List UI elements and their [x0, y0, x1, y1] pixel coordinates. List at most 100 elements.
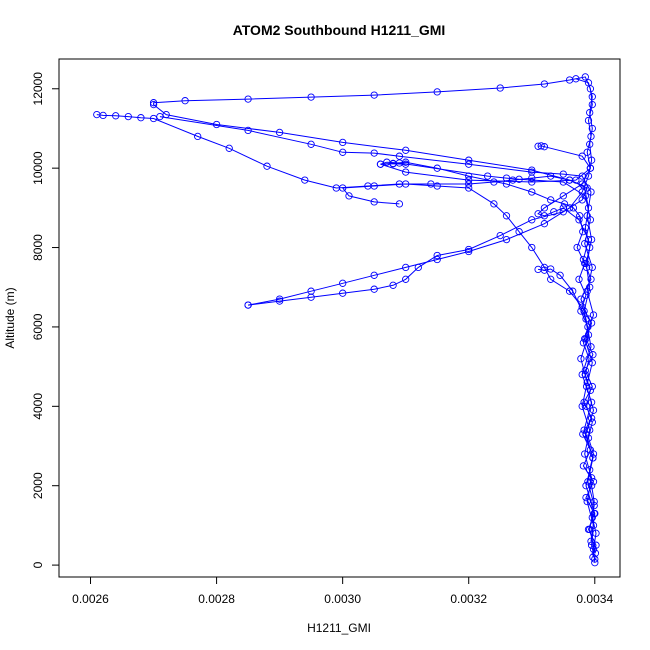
data-point: [573, 243, 581, 252]
data-point: [583, 497, 591, 506]
data-point: [528, 243, 536, 252]
data-point: [537, 142, 545, 150]
y-tick-label: 0: [31, 561, 45, 568]
x-tick-label: 0.0026: [72, 592, 109, 606]
data-point: [427, 180, 435, 188]
data-point: [579, 462, 588, 470]
data-point: [389, 281, 397, 289]
data-point: [465, 247, 473, 256]
data-point: [590, 501, 598, 510]
x-tick-label: 0.0028: [198, 592, 235, 606]
data-point: [339, 148, 347, 156]
data-point: [577, 355, 585, 363]
y-tick-label: 8000: [31, 234, 45, 261]
data-point: [578, 370, 586, 379]
data-point: [301, 176, 309, 184]
data-point: [528, 178, 536, 186]
data-point: [583, 287, 591, 295]
data-point: [581, 450, 589, 458]
data-point: [490, 178, 498, 186]
data-point: [465, 184, 473, 192]
data-point: [578, 402, 586, 410]
data-point: [587, 343, 595, 351]
data-point: [584, 116, 593, 125]
data-point: [528, 166, 536, 174]
data-point: [588, 382, 596, 391]
data-point: [383, 158, 391, 166]
data-point: [275, 128, 284, 137]
data-point: [339, 289, 347, 297]
data-point: [402, 168, 410, 176]
data-point: [592, 541, 600, 549]
data-point: [244, 301, 252, 309]
data-point: [395, 159, 404, 167]
data-point: [559, 170, 567, 178]
data-point: [547, 265, 555, 273]
data-point: [556, 271, 564, 279]
data-point: [465, 156, 473, 164]
series-line: [159, 116, 596, 560]
y-tick-label: 6000: [31, 313, 45, 340]
data-point: [588, 124, 596, 133]
data-point: [581, 239, 589, 248]
data-point: [483, 172, 492, 180]
data-point: [433, 88, 441, 96]
data-point: [244, 126, 252, 135]
y-tick-label: 2000: [31, 472, 45, 499]
data-point: [370, 285, 378, 293]
data-point: [528, 168, 536, 176]
data-point: [402, 275, 410, 283]
data-point: [307, 287, 315, 295]
data-point: [581, 335, 589, 343]
data-point: [589, 406, 598, 414]
data-point: [540, 212, 549, 220]
data-point: [586, 140, 594, 148]
data-point: [502, 174, 511, 182]
data-point: [582, 382, 591, 391]
data-point: [181, 97, 189, 105]
data-point: [591, 509, 599, 518]
data-point: [194, 132, 202, 141]
data-point: [578, 152, 586, 160]
data-point: [587, 482, 596, 490]
data-point: [540, 204, 549, 212]
chart-title: ATOM2 Southbound H1211_GMI: [233, 22, 446, 38]
data-point: [560, 200, 569, 208]
x-axis-label: H1211_GMI: [307, 621, 371, 635]
data-point: [589, 478, 598, 486]
series-0: [149, 73, 600, 567]
data-point: [572, 75, 580, 83]
data-point: [225, 144, 233, 152]
data-point: [465, 245, 473, 254]
data-point: [515, 175, 523, 183]
data-point: [589, 311, 598, 319]
data-point: [578, 180, 586, 188]
data-point: [345, 192, 353, 200]
data-point: [540, 220, 549, 228]
series-7: [534, 265, 599, 545]
x-tick-label: 0.0032: [450, 592, 487, 606]
data-point: [502, 212, 511, 220]
data-point: [156, 112, 164, 121]
y-tick-label: 4000: [31, 393, 45, 420]
data-point: [370, 149, 378, 157]
data-point: [581, 73, 589, 81]
data-point: [589, 553, 597, 561]
data-point: [99, 111, 107, 120]
series-line: [248, 78, 593, 306]
data-point: [586, 446, 595, 454]
data-point: [582, 493, 590, 502]
data-point: [275, 295, 284, 303]
data-point: [559, 192, 567, 200]
data-point: [580, 426, 588, 434]
data-point: [591, 555, 599, 563]
data-point: [587, 537, 595, 545]
data-point: [402, 146, 410, 154]
data-point: [588, 93, 596, 101]
data-point: [586, 216, 595, 224]
data-point: [339, 138, 347, 147]
data-point: [307, 93, 315, 101]
data-point: [149, 99, 158, 107]
y-axis-label: Altitude (m): [3, 287, 17, 348]
